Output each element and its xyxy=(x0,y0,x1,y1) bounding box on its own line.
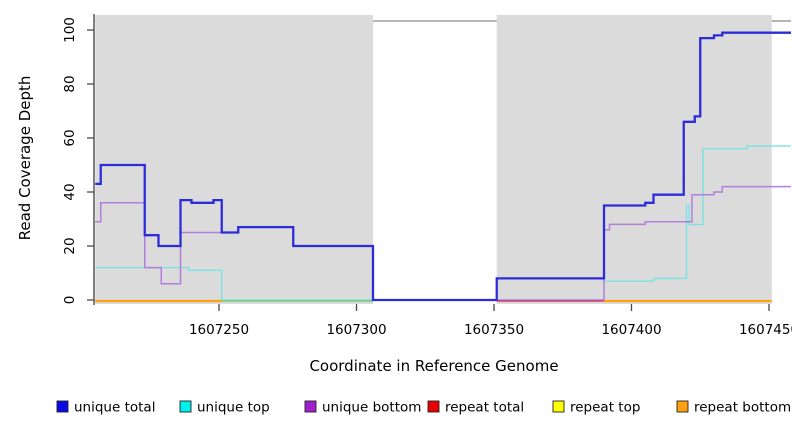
legend: unique total unique top unique bottom repea… xyxy=(56,400,791,416)
series-unique-top xyxy=(95,145,791,301)
legend-label-unique-top: unique top xyxy=(197,400,270,416)
y-tick-label: 100 xyxy=(62,17,78,43)
y-tick-label: 20 xyxy=(62,237,78,254)
legend-label-repeat-total: repeat total xyxy=(445,400,524,416)
series-unique-total xyxy=(95,31,791,302)
y-axis-label: Read Coverage Depth xyxy=(16,76,34,241)
x-tick-label: 1607250 xyxy=(189,322,249,338)
legend-swatch-repeat-total xyxy=(427,400,440,413)
legend-swatch-repeat-bottom xyxy=(676,400,689,413)
legend-label-repeat-top: repeat top xyxy=(570,400,640,416)
legend-label-repeat-bottom: repeat bottom xyxy=(694,400,791,416)
x-tick-label: 1607300 xyxy=(326,322,386,338)
y-tick-label: 0 xyxy=(62,296,78,305)
x-tick-label: 1607400 xyxy=(601,322,661,338)
legend-label-unique-bottom: unique bottom xyxy=(322,400,421,416)
x-tick-label: 1607350 xyxy=(464,322,524,338)
coverage-region xyxy=(496,15,772,304)
legend-label-unique-total: unique total xyxy=(74,400,155,416)
x-axis-label: Coordinate in Reference Genome xyxy=(309,357,558,375)
legend-swatch-unique-total xyxy=(56,400,69,413)
y-tick-label: 40 xyxy=(62,183,78,200)
coverage-region xyxy=(95,15,373,304)
legend-swatch-repeat-top xyxy=(552,400,565,413)
y-tick-label: 60 xyxy=(62,129,78,146)
y-tick-label: 80 xyxy=(62,75,78,92)
legend-swatch-unique-bottom xyxy=(304,400,317,413)
legend-swatch-unique-top xyxy=(179,400,192,413)
